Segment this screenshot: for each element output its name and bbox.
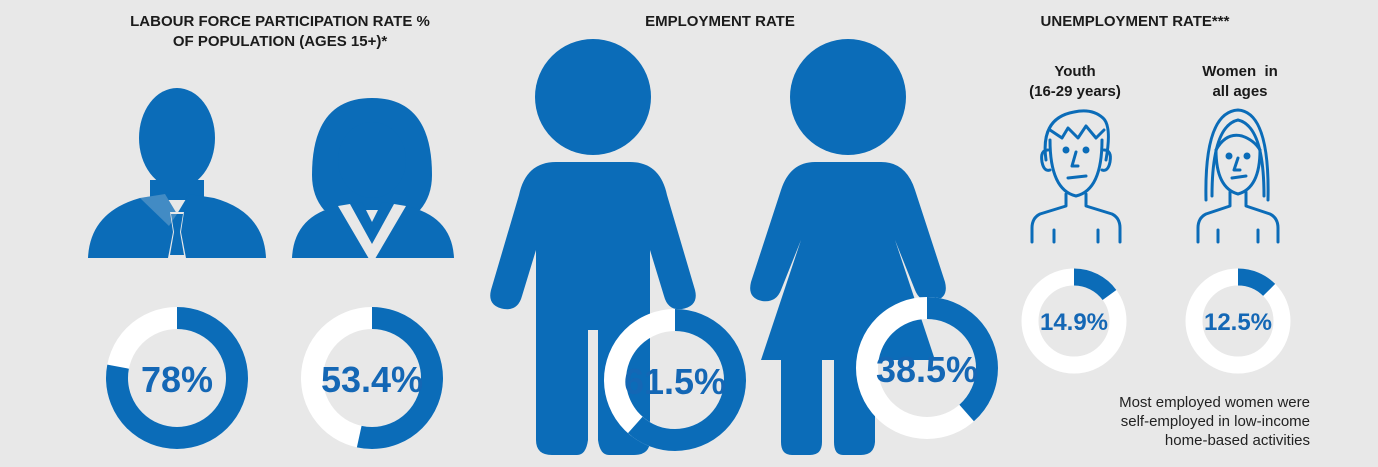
donut-label: 38.5% (876, 349, 978, 390)
donut-label: 78% (141, 359, 213, 400)
donut-employment-women: 38.5% (856, 297, 998, 439)
footnote-line1: Most employed women were (1119, 394, 1310, 411)
donut-unemployment-youth: 14.9% (1021, 268, 1127, 374)
donut-labour-women: 53.4% (301, 307, 443, 449)
youth-label-line1: Youth (1054, 63, 1096, 80)
man-figure-icon (490, 39, 696, 455)
woman-figure-icon (750, 39, 946, 455)
donut-label: 61.5% (624, 361, 726, 402)
donut-value-arc (604, 309, 746, 451)
donut-label: 53.4% (321, 359, 423, 400)
women-label-line1: Women in (1202, 63, 1278, 80)
donut-value-arc (1185, 268, 1291, 374)
youth-label-line2: (16-29 years) (1029, 83, 1121, 100)
donut-labour-men: 78% (106, 307, 248, 449)
labour-force-title-line2: OF POPULATION (AGES 15+)* (172, 33, 388, 50)
businesswoman-icon (292, 98, 454, 264)
employment-rate-title: EMPLOYMENT RATE (645, 13, 795, 30)
donut-label: 14.9% (1040, 309, 1108, 336)
women-label-line2: all ages (1212, 83, 1268, 100)
young-man-outline-icon (1030, 109, 1122, 244)
footnote-line2: self-employed in low-income (1120, 413, 1310, 430)
footnote-line3: home-based activities (1164, 432, 1310, 449)
donut-value-arc (1021, 268, 1127, 374)
donut-value-arc (301, 307, 443, 449)
donut-employment-men: 61.5% (604, 309, 746, 451)
youth-label: Youth (16-29 years) (1000, 62, 1150, 102)
donut-label: 12.5% (1204, 309, 1272, 336)
young-woman-outline-icon (1196, 108, 1280, 244)
unemployment-rate-title: UNEMPLOYMENT RATE*** (1040, 13, 1230, 30)
labour-force-title-line1: LABOUR FORCE PARTICIPATION RATE % (130, 13, 430, 30)
women-label: Women in all ages (1165, 62, 1315, 102)
donut-value-arc (106, 307, 248, 449)
businessman-icon (88, 88, 266, 258)
footnote-text: Most employed women were self-employed i… (1020, 393, 1310, 450)
donut-unemployment-women: 12.5% (1185, 268, 1291, 374)
labour-force-title: LABOUR FORCE PARTICIPATION RATE % OF POP… (80, 12, 480, 52)
donut-value-arc (856, 297, 998, 439)
